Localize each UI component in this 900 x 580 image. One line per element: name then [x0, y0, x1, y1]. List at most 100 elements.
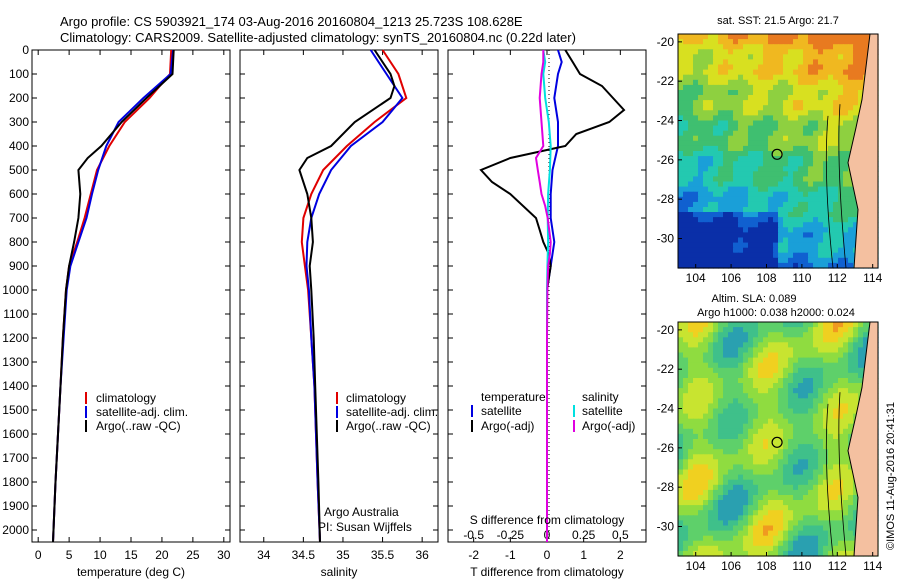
- legend-argo: Argo(..raw -QC): [96, 419, 181, 433]
- temperature-xlabel: temperature (deg C): [77, 565, 185, 579]
- header-line1: Argo profile: CS 5903921_174 03-Aug-2016…: [60, 14, 523, 29]
- map-y-tick-label: -28: [657, 192, 675, 206]
- x-tick-label: 1: [580, 548, 587, 562]
- y-tick-label: 1700: [2, 451, 29, 465]
- map-y-tick-label: -20: [657, 323, 675, 337]
- y-tick-label: 700: [9, 211, 29, 225]
- y-tick-label: 0: [22, 43, 29, 57]
- y-tick-label: 1300: [2, 355, 29, 369]
- map-y-tick-label: -28: [657, 480, 675, 494]
- y-tick-label: 1400: [2, 379, 29, 393]
- map-x-tick-label: 108: [756, 559, 776, 573]
- series-line-argo: [298, 49, 396, 543]
- x-tick-label: 25: [186, 548, 200, 562]
- map-x-tick-label: 104: [686, 559, 706, 573]
- s-tick-label: 0.5: [612, 528, 629, 542]
- map-x-tick-label: 110: [792, 271, 811, 285]
- x-tick-label: -1: [505, 548, 516, 562]
- y-tick-label: 2000: [2, 523, 29, 537]
- sst-map-title: sat. SST: 21.5 Argo: 21.7: [717, 15, 839, 27]
- y-tick-label: 400: [9, 139, 29, 153]
- legend-title-salinity: salinity: [582, 390, 619, 404]
- y-tick-label: 200: [9, 91, 29, 105]
- x-tick-label: 10: [93, 548, 107, 562]
- legend-satellite: satellite-adj. clim.: [346, 405, 438, 419]
- x-tick-label: 35.5: [371, 548, 395, 562]
- s-difference-label: S difference from climatology: [470, 513, 625, 527]
- argo-location-marker: [771, 436, 783, 448]
- y-tick-label: 1500: [2, 403, 29, 417]
- annotation-argo-australia: Argo Australia: [324, 505, 399, 519]
- map-y-tick-label: -26: [657, 153, 675, 167]
- map-y-tick-label: -30: [657, 520, 675, 534]
- map-y-tick-label: -24: [657, 402, 675, 416]
- y-tick-label: 300: [9, 115, 29, 129]
- legend-s-satellite: satellite: [582, 404, 623, 418]
- map-x-tick-label: 110: [792, 559, 811, 573]
- s-tick-label: -0.25: [497, 528, 525, 542]
- y-tick-label: 800: [9, 235, 29, 249]
- legend-title-temperature: temperature: [481, 390, 546, 404]
- x-tick-label: 30: [217, 548, 231, 562]
- sla-map-title2: Argo h1000: 0.038 h2000: 0.024: [697, 307, 855, 319]
- legend-t-argo: Argo(-adj): [481, 419, 534, 433]
- s-tick-label: -0.5: [463, 528, 484, 542]
- map-y-tick-label: -30: [657, 232, 675, 246]
- map-y-tick-label: -22: [657, 74, 675, 88]
- map-x-tick-label: 112: [828, 271, 847, 285]
- x-tick-label: 15: [124, 548, 138, 562]
- legend-t-satellite: satellite: [481, 404, 522, 418]
- x-tick-label: 2: [617, 548, 624, 562]
- x-tick-label: 36: [415, 548, 429, 562]
- map-y-tick-label: -20: [657, 35, 675, 49]
- map-x-tick-label: 104: [686, 271, 706, 285]
- y-tick-label: 900: [9, 259, 29, 273]
- legend-s-argo: Argo(-adj): [582, 419, 635, 433]
- salinity-legend: climatology satellite-adj. clim. Argo(..…: [318, 391, 438, 534]
- y-tick-label: 1000: [2, 283, 29, 297]
- x-tick-label: 20: [155, 548, 169, 562]
- map-x-tick-label: 106: [721, 559, 741, 573]
- legend-climatology: climatology: [96, 391, 156, 405]
- y-tick-label: 1900: [2, 499, 29, 513]
- sla-map-title1: Altim. SLA: 0.089: [712, 293, 797, 305]
- map-y-tick-label: -26: [657, 441, 675, 455]
- x-tick-label: 35: [336, 548, 350, 562]
- y-tick-label: 1200: [2, 331, 29, 345]
- map-x-tick-label: 106: [721, 271, 741, 285]
- y-tick-label: 100: [9, 67, 29, 81]
- series-line-s_argo: [534, 50, 552, 542]
- map-x-tick-label: 114: [863, 271, 882, 285]
- sst-map: sat. SST: 21.5 Argo: 21.7 104 106 108 110 11…: [657, 15, 883, 285]
- map-y-tick-label: -24: [657, 114, 675, 128]
- y-tick-label: 1600: [2, 427, 29, 441]
- argo-location-marker: [771, 148, 783, 160]
- temperature-legend: climatology satellite-adj. clim. Argo(..…: [85, 391, 188, 433]
- header-line2: Climatology: CARS2009. Satellite-adjuste…: [60, 30, 576, 45]
- map-x-tick-label: 112: [828, 559, 847, 573]
- sla-map: Altim. SLA: 0.089 Argo h1000: 0.038 h200…: [657, 293, 883, 573]
- x-tick-label: 34.5: [292, 548, 316, 562]
- map-y-tick-label: -22: [657, 362, 675, 376]
- series-line-argo: [52, 49, 175, 543]
- legend-satellite: satellite-adj. clim.: [96, 405, 188, 419]
- s-tick-label: 0.25: [572, 528, 596, 542]
- x-tick-label: -2: [468, 548, 479, 562]
- x-tick-label: 34: [257, 548, 271, 562]
- difference-panel: -2 -1 0 1 2-0.5 -0.25 0 0.25 0.5: [447, 49, 647, 562]
- salinity-xlabel: salinity: [321, 565, 358, 579]
- legend-climatology: climatology: [346, 391, 406, 405]
- difference-legend: temperature salinity satellite Argo(-adj…: [470, 390, 636, 527]
- temperature-panel: 0 5 10 15 20 25 300100200300400500600700800900…: [2, 43, 231, 562]
- y-tick-label: 1100: [3, 307, 29, 321]
- salinity-panel: 34 34.5 35 35.5 36: [239, 49, 439, 562]
- x-tick-label: 0: [35, 548, 42, 562]
- difference-xlabel: T difference from climatology: [470, 565, 624, 579]
- y-tick-label: 1800: [2, 475, 29, 489]
- y-tick-label: 500: [9, 163, 29, 177]
- annotation-pi: PI: Susan Wijffels: [318, 520, 412, 534]
- legend-argo: Argo(..raw -QC): [346, 419, 431, 433]
- map-x-tick-label: 108: [756, 271, 776, 285]
- x-tick-label: 0: [544, 548, 551, 562]
- imos-timestamp: ©IMOS 11-Aug-2016 20:41:31: [885, 402, 897, 550]
